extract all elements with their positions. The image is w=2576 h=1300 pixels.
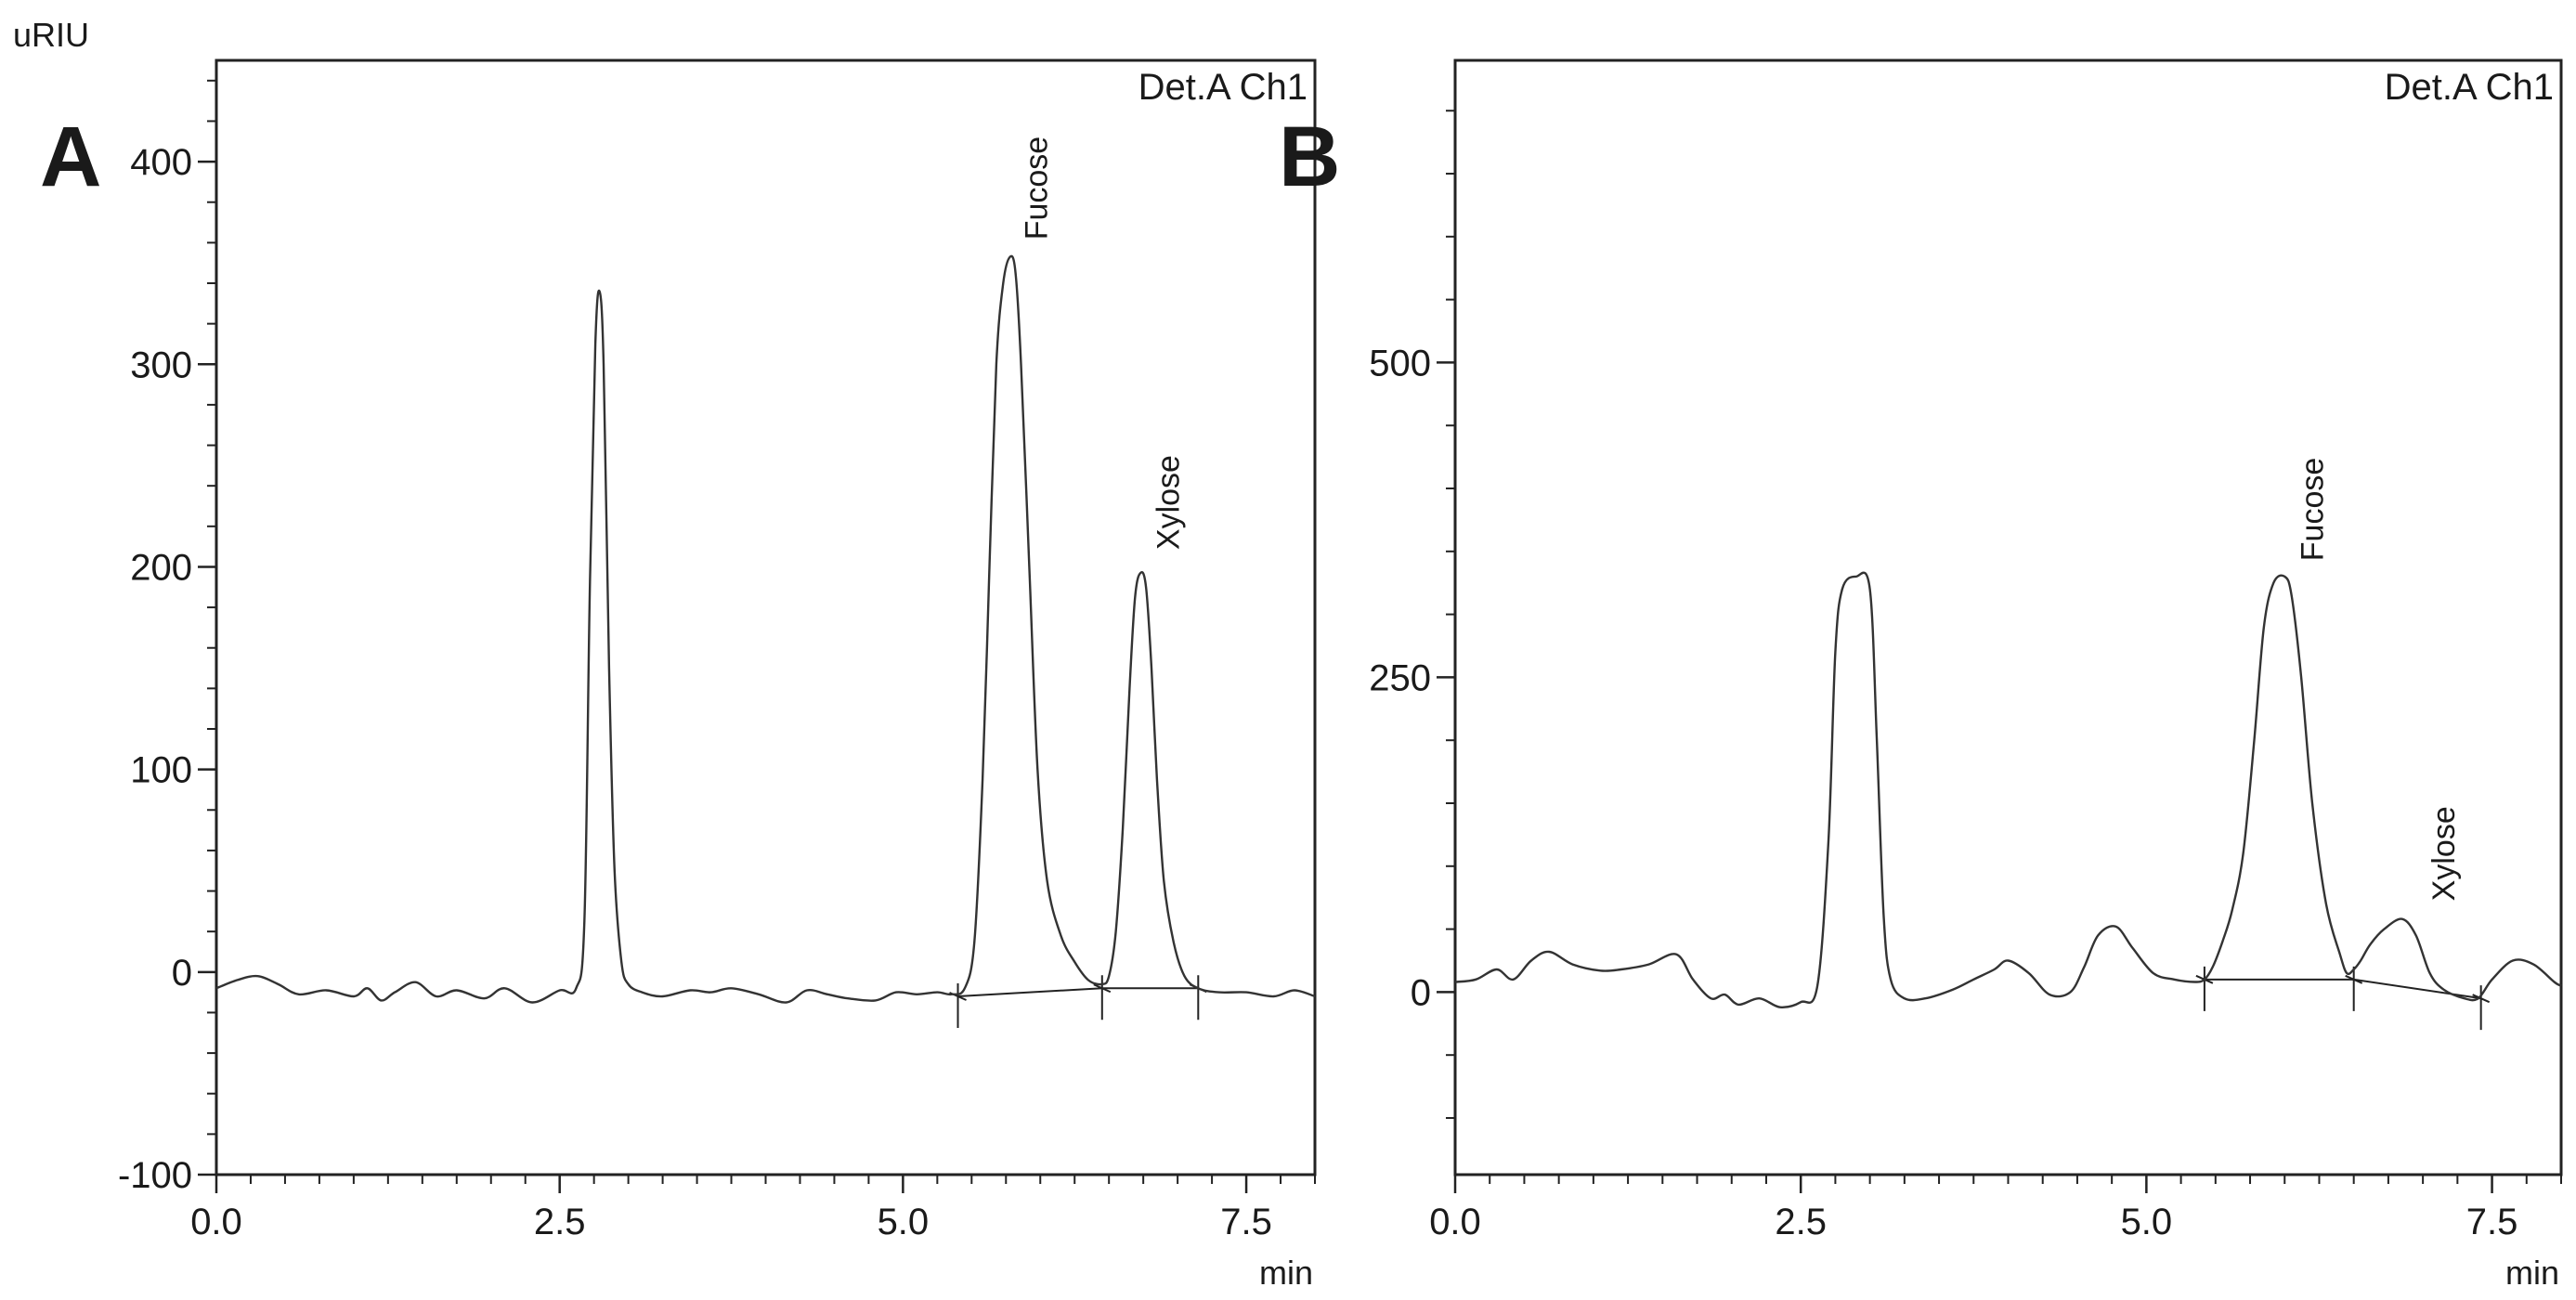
y-tick-label: 200: [130, 547, 192, 588]
x-axis-label: min: [2505, 1254, 2559, 1292]
signal-trace-line: [215, 254, 1316, 1004]
integration-baseline: [957, 987, 1102, 997]
chart-panel-a: -100 0 100 200 300 400 0.0 2.5 5.0 7.5 min uRIU Det.…: [13, 16, 1317, 1292]
channel-label: Det.A Ch1: [2385, 67, 2554, 108]
peak-label: Xylose: [1151, 455, 1187, 550]
y-axis-label: uRIU: [13, 16, 89, 54]
x-tick-label: 0.0: [190, 1202, 242, 1242]
x-tick-label: 5.0: [878, 1202, 930, 1242]
y-tick-label: 400: [130, 142, 192, 183]
x-tick-label: 5.0: [2121, 1202, 2173, 1242]
peak-label: Fucose: [2296, 458, 2331, 562]
y-tick-label: 250: [1369, 657, 1431, 698]
panel-letter: B: [1279, 110, 1340, 204]
y-tick-label: -100: [118, 1155, 192, 1196]
y-tick-label: 500: [1369, 343, 1431, 384]
integration-mark: [2472, 985, 2491, 1031]
plot-frame: [215, 58, 1317, 1176]
integration-baseline: [2353, 978, 2481, 1000]
y-tick-label: 300: [130, 344, 192, 385]
plot-frame: [1453, 58, 2563, 1176]
integration-mark: [1093, 975, 1112, 1020]
x-tick-label: 7.5: [2466, 1202, 2518, 1242]
x-tick-label: 7.5: [1220, 1202, 1272, 1242]
x-tick-label: 2.5: [1775, 1202, 1827, 1242]
chart-panel-b: 0 250 500 0.0 2.5 5.0 7.5 min Det.A Ch1 B Fucose Xy…: [1279, 58, 2563, 1292]
y-tick-label: 100: [130, 750, 192, 791]
x-tick-label: 0.0: [1429, 1202, 1481, 1242]
channel-label: Det.A Ch1: [1138, 67, 1308, 108]
peak-label: Xylose: [2426, 806, 2462, 901]
x-axis-label: min: [1259, 1254, 1313, 1292]
signal-trace-line: [1454, 571, 2562, 1008]
integration-mark: [2345, 966, 2363, 1011]
y-tick-label: 0: [172, 953, 192, 994]
integration-mark: [1189, 975, 1207, 1020]
peak-label: Fucose: [1020, 136, 1055, 240]
x-tick-label: 2.5: [534, 1202, 586, 1242]
y-tick-label: 0: [1411, 972, 1431, 1013]
panel-letter: A: [40, 110, 101, 204]
